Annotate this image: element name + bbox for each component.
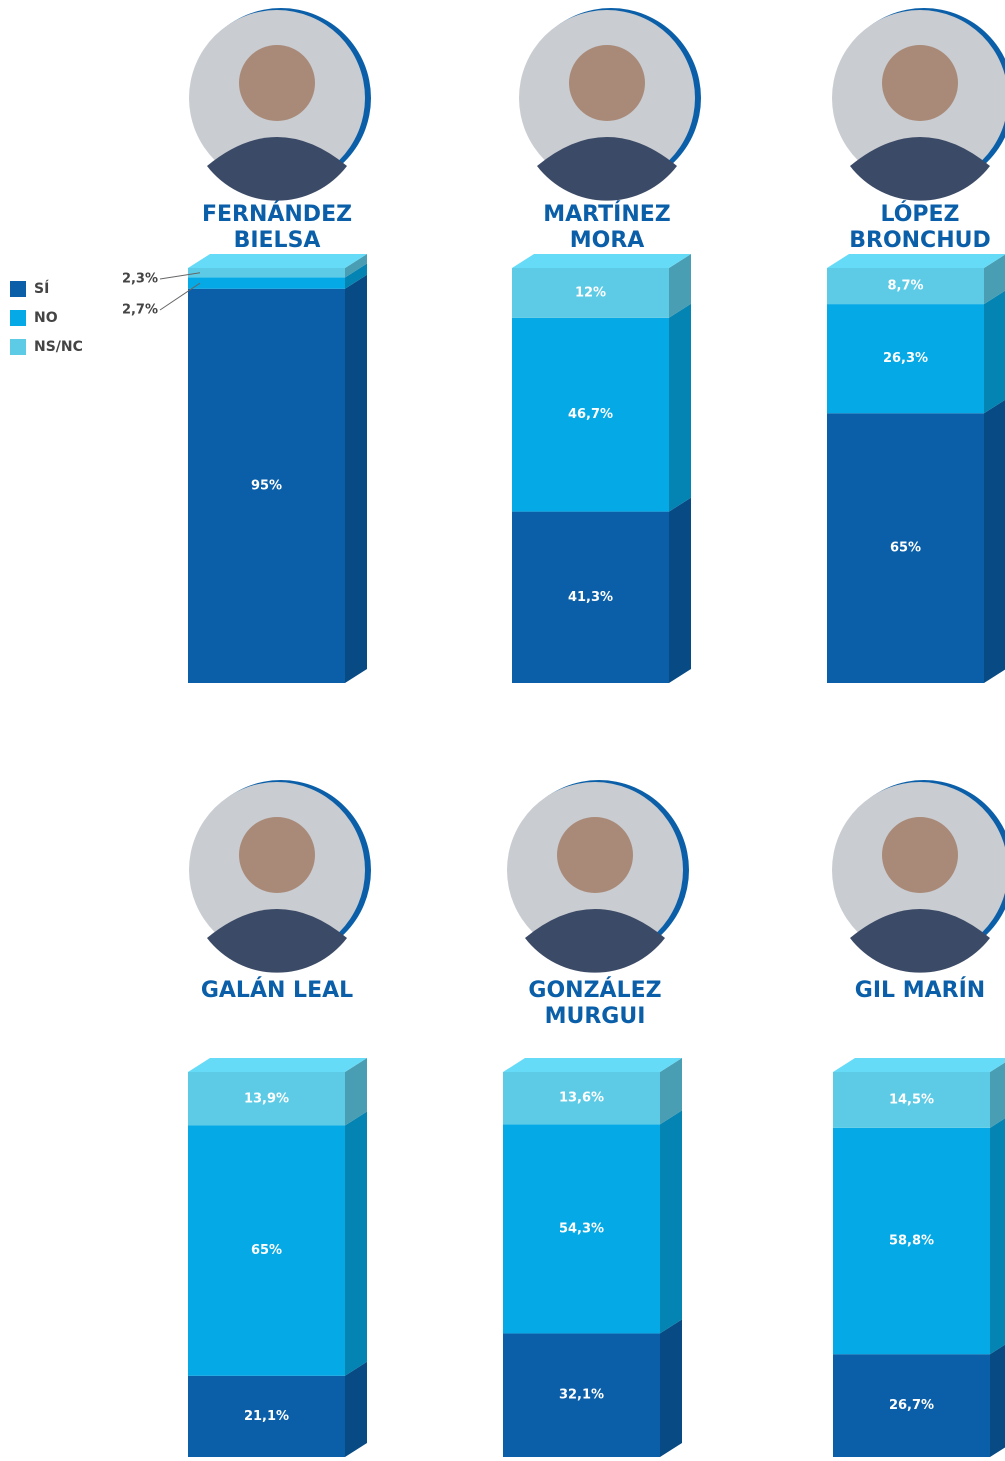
photo-head: [239, 817, 315, 893]
legend-swatch: [10, 281, 26, 297]
photo-head: [882, 817, 958, 893]
value-label: 12%: [575, 285, 606, 300]
legend-label: SÍ: [34, 280, 49, 297]
bar-top: [188, 1058, 367, 1072]
value-label: 21,1%: [244, 1409, 289, 1424]
value-label: 26,7%: [889, 1398, 934, 1413]
value-label: 13,6%: [559, 1091, 604, 1106]
candidate-name: MARTÍNEZ MORA: [512, 202, 702, 254]
bar-top: [188, 254, 367, 268]
bar-side: [984, 399, 1005, 683]
page: SÍ NO NS/NC 95% 2,7% 2,3% 41,3% 46,7% 12% 65% 26,3…: [0, 0, 1005, 1461]
bar-side: [990, 1114, 1005, 1354]
candidate-name: GALÁN LEAL: [182, 978, 372, 1004]
value-label: 14,5%: [889, 1092, 934, 1107]
value-label: 54,3%: [559, 1221, 604, 1236]
bar-top: [512, 254, 691, 268]
legend-swatch: [10, 310, 26, 326]
bar-top: [503, 1058, 682, 1072]
bar-top: [833, 1058, 1005, 1072]
bar-side: [984, 290, 1005, 413]
bar-side: [990, 1340, 1005, 1457]
photo-head: [882, 45, 958, 121]
bar-segment: [188, 268, 345, 278]
legend-swatch: [10, 339, 26, 355]
bar-side: [660, 1319, 682, 1457]
photo-head: [557, 817, 633, 893]
value-label: 2,7%: [122, 303, 158, 318]
value-label: 65%: [251, 1243, 282, 1258]
value-label: 46,7%: [568, 407, 613, 422]
bar-segment: [188, 278, 345, 289]
bar-side: [345, 275, 367, 683]
legend-label: NO: [34, 310, 58, 326]
bar-side: [669, 498, 691, 683]
photo-head: [239, 45, 315, 121]
candidate-name: GONZÁLEZ MURGUI: [500, 978, 690, 1030]
value-label: 41,3%: [568, 590, 613, 605]
candidate-name: GIL MARÍN: [825, 978, 1005, 1004]
bar-top: [827, 254, 1005, 268]
value-label: 8,7%: [887, 279, 923, 294]
candidate-name: FERNÁNDEZ BIELSA: [182, 202, 372, 254]
value-label: 65%: [890, 541, 921, 556]
candidate-name: LÓPEZ BRONCHUD: [825, 202, 1005, 254]
bar-side: [345, 1362, 367, 1457]
bar-side: [660, 1110, 682, 1333]
photo-head: [569, 45, 645, 121]
bar-side: [345, 1112, 367, 1376]
value-label: 26,3%: [883, 351, 928, 366]
value-label: 13,9%: [244, 1091, 289, 1106]
value-label: 95%: [251, 478, 282, 493]
value-label: 32,1%: [559, 1388, 604, 1403]
legend-label: NS/NC: [34, 339, 83, 355]
bar-side: [669, 304, 691, 512]
value-label: 2,3%: [122, 272, 158, 287]
value-label: 58,8%: [889, 1234, 934, 1249]
